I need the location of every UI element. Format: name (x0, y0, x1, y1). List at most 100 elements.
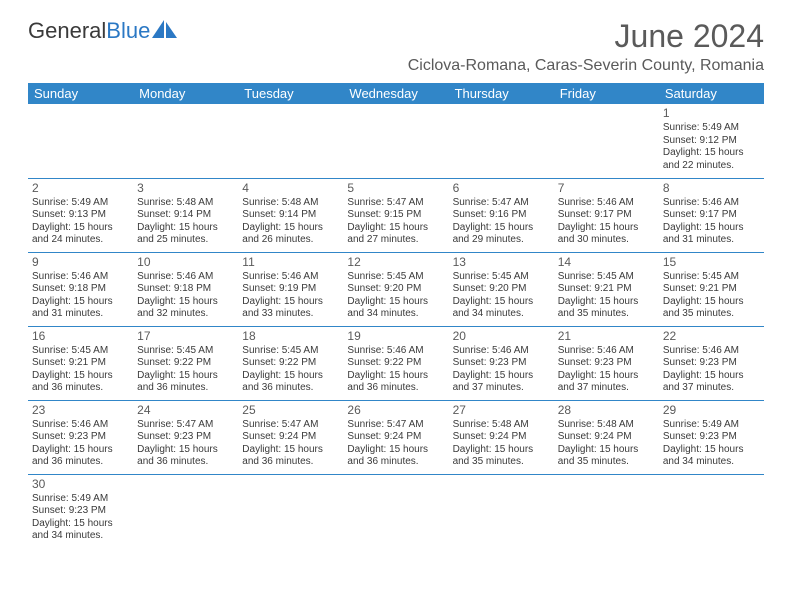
calendar-cell (238, 474, 343, 548)
calendar-cell: 2Sunrise: 5:49 AMSunset: 9:13 PMDaylight… (28, 178, 133, 252)
sunrise-text: Sunrise: 5:49 AM (32, 493, 129, 506)
calendar-cell (554, 474, 659, 548)
day-number: 5 (347, 181, 444, 196)
calendar-row: 16Sunrise: 5:45 AMSunset: 9:21 PMDayligh… (28, 326, 764, 400)
sunrise-text: Sunrise: 5:46 AM (137, 271, 234, 284)
title-block: June 2024 Ciclova-Romana, Caras-Severin … (408, 18, 764, 75)
calendar-cell: 7Sunrise: 5:46 AMSunset: 9:17 PMDaylight… (554, 178, 659, 252)
calendar-cell: 21Sunrise: 5:46 AMSunset: 9:23 PMDayligh… (554, 326, 659, 400)
sunset-text: Sunset: 9:22 PM (242, 357, 339, 370)
day-number: 4 (242, 181, 339, 196)
sunrise-text: Sunrise: 5:46 AM (242, 271, 339, 284)
logo-sail-icon (152, 20, 178, 42)
daylight-text: Daylight: 15 hours and 27 minutes. (347, 222, 444, 247)
weekday-header-row: Sunday Monday Tuesday Wednesday Thursday… (28, 83, 764, 104)
daylight-text: Daylight: 15 hours and 36 minutes. (137, 444, 234, 469)
day-number: 12 (347, 255, 444, 270)
daylight-text: Daylight: 15 hours and 35 minutes. (558, 296, 655, 321)
weekday-header: Saturday (659, 83, 764, 104)
sunset-text: Sunset: 9:14 PM (242, 209, 339, 222)
sunrise-text: Sunrise: 5:45 AM (32, 345, 129, 358)
daylight-text: Daylight: 15 hours and 34 minutes. (663, 444, 760, 469)
day-number: 6 (453, 181, 550, 196)
weekday-header: Monday (133, 83, 238, 104)
day-number: 1 (663, 106, 760, 121)
day-number: 28 (558, 403, 655, 418)
sunset-text: Sunset: 9:23 PM (32, 505, 129, 518)
day-number: 23 (32, 403, 129, 418)
calendar-cell: 4Sunrise: 5:48 AMSunset: 9:14 PMDaylight… (238, 178, 343, 252)
sunrise-text: Sunrise: 5:47 AM (137, 419, 234, 432)
sunrise-text: Sunrise: 5:46 AM (347, 345, 444, 358)
daylight-text: Daylight: 15 hours and 24 minutes. (32, 222, 129, 247)
sunset-text: Sunset: 9:22 PM (137, 357, 234, 370)
month-title: June 2024 (408, 18, 764, 55)
day-number: 8 (663, 181, 760, 196)
calendar-cell: 22Sunrise: 5:46 AMSunset: 9:23 PMDayligh… (659, 326, 764, 400)
calendar-cell (28, 104, 133, 178)
sunrise-text: Sunrise: 5:47 AM (347, 197, 444, 210)
day-number: 22 (663, 329, 760, 344)
calendar-cell (554, 104, 659, 178)
sunrise-text: Sunrise: 5:45 AM (663, 271, 760, 284)
day-number: 10 (137, 255, 234, 270)
sunrise-text: Sunrise: 5:48 AM (558, 419, 655, 432)
calendar-table: Sunday Monday Tuesday Wednesday Thursday… (28, 83, 764, 548)
sunset-text: Sunset: 9:21 PM (558, 283, 655, 296)
header: GeneralBlue June 2024 Ciclova-Romana, Ca… (0, 0, 792, 75)
daylight-text: Daylight: 15 hours and 35 minutes. (453, 444, 550, 469)
sunset-text: Sunset: 9:24 PM (558, 431, 655, 444)
calendar-cell: 11Sunrise: 5:46 AMSunset: 9:19 PMDayligh… (238, 252, 343, 326)
sunrise-text: Sunrise: 5:45 AM (347, 271, 444, 284)
calendar-cell: 15Sunrise: 5:45 AMSunset: 9:21 PMDayligh… (659, 252, 764, 326)
daylight-text: Daylight: 15 hours and 36 minutes. (32, 370, 129, 395)
calendar-cell: 1Sunrise: 5:49 AMSunset: 9:12 PMDaylight… (659, 104, 764, 178)
daylight-text: Daylight: 15 hours and 33 minutes. (242, 296, 339, 321)
day-number: 27 (453, 403, 550, 418)
calendar-cell (238, 104, 343, 178)
calendar-cell (343, 104, 448, 178)
daylight-text: Daylight: 15 hours and 34 minutes. (453, 296, 550, 321)
daylight-text: Daylight: 15 hours and 25 minutes. (137, 222, 234, 247)
calendar-cell: 18Sunrise: 5:45 AMSunset: 9:22 PMDayligh… (238, 326, 343, 400)
calendar-row: 30Sunrise: 5:49 AMSunset: 9:23 PMDayligh… (28, 474, 764, 548)
sunset-text: Sunset: 9:23 PM (32, 431, 129, 444)
sunset-text: Sunset: 9:18 PM (32, 283, 129, 296)
calendar-row: 9Sunrise: 5:46 AMSunset: 9:18 PMDaylight… (28, 252, 764, 326)
daylight-text: Daylight: 15 hours and 31 minutes. (32, 296, 129, 321)
sunset-text: Sunset: 9:18 PM (137, 283, 234, 296)
calendar-cell: 12Sunrise: 5:45 AMSunset: 9:20 PMDayligh… (343, 252, 448, 326)
daylight-text: Daylight: 15 hours and 36 minutes. (32, 444, 129, 469)
daylight-text: Daylight: 15 hours and 34 minutes. (347, 296, 444, 321)
sunrise-text: Sunrise: 5:47 AM (347, 419, 444, 432)
day-number: 2 (32, 181, 129, 196)
sunrise-text: Sunrise: 5:46 AM (558, 345, 655, 358)
calendar-cell (449, 474, 554, 548)
sunset-text: Sunset: 9:21 PM (663, 283, 760, 296)
sunrise-text: Sunrise: 5:46 AM (558, 197, 655, 210)
calendar-cell: 20Sunrise: 5:46 AMSunset: 9:23 PMDayligh… (449, 326, 554, 400)
sunrise-text: Sunrise: 5:45 AM (137, 345, 234, 358)
calendar-row: 1Sunrise: 5:49 AMSunset: 9:12 PMDaylight… (28, 104, 764, 178)
daylight-text: Daylight: 15 hours and 31 minutes. (663, 222, 760, 247)
calendar-cell (659, 474, 764, 548)
calendar-cell (133, 474, 238, 548)
calendar-cell: 28Sunrise: 5:48 AMSunset: 9:24 PMDayligh… (554, 400, 659, 474)
calendar-cell: 26Sunrise: 5:47 AMSunset: 9:24 PMDayligh… (343, 400, 448, 474)
calendar-cell: 5Sunrise: 5:47 AMSunset: 9:15 PMDaylight… (343, 178, 448, 252)
day-number: 9 (32, 255, 129, 270)
day-number: 14 (558, 255, 655, 270)
sunset-text: Sunset: 9:17 PM (558, 209, 655, 222)
sunrise-text: Sunrise: 5:47 AM (242, 419, 339, 432)
daylight-text: Daylight: 15 hours and 36 minutes. (137, 370, 234, 395)
sunset-text: Sunset: 9:23 PM (663, 431, 760, 444)
calendar-row: 23Sunrise: 5:46 AMSunset: 9:23 PMDayligh… (28, 400, 764, 474)
day-number: 21 (558, 329, 655, 344)
calendar-cell (133, 104, 238, 178)
day-number: 30 (32, 477, 129, 492)
sunrise-text: Sunrise: 5:45 AM (242, 345, 339, 358)
daylight-text: Daylight: 15 hours and 32 minutes. (137, 296, 234, 321)
sunset-text: Sunset: 9:14 PM (137, 209, 234, 222)
daylight-text: Daylight: 15 hours and 26 minutes. (242, 222, 339, 247)
calendar-cell (343, 474, 448, 548)
